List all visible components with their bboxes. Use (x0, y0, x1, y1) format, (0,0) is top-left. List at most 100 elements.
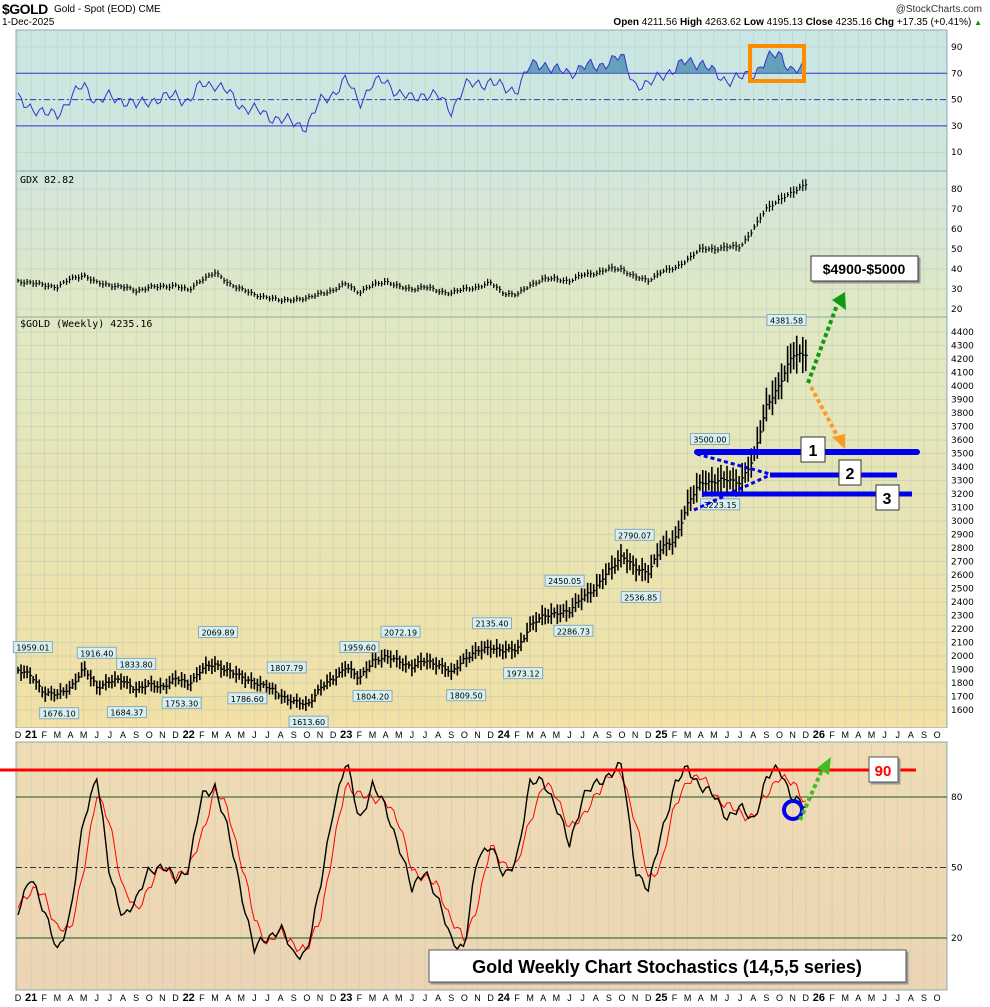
gdx-tick-label: 20 (951, 305, 963, 315)
date-axis-label: S (291, 993, 297, 1003)
pullback-arrowhead (832, 434, 845, 449)
gold-tick-label: 3600 (951, 436, 974, 446)
gold-tick-label: 3400 (951, 463, 974, 473)
date-axis-label: O (618, 993, 625, 1003)
date-axis-label: S (763, 993, 769, 1003)
date-axis-label: J (725, 730, 730, 740)
date-axis-label: J (410, 993, 415, 1003)
gold-tick-label: 4400 (951, 328, 974, 338)
date-axis-label: J (423, 730, 428, 740)
price-label-box (198, 626, 239, 639)
date-axis-label: D (803, 993, 810, 1003)
series-layer (16, 50, 947, 961)
gold-tick-label: 2200 (951, 625, 974, 635)
gold-tick-label: 1800 (951, 679, 974, 689)
date-axis-label: S (448, 730, 454, 740)
price-label-box (161, 696, 202, 709)
rsi-overbought-fill (605, 64, 609, 74)
stoch-highlight-circle (782, 799, 804, 821)
gold-tick-label: 1700 (951, 693, 974, 703)
date-axis-label: J (738, 730, 743, 740)
rsi-overbought-fill (769, 51, 773, 74)
rsi-overbought-fill (705, 67, 709, 74)
price-label: 1786.60 (231, 695, 264, 704)
date-axis-label: D (645, 993, 652, 1003)
date-axis-label: M (841, 993, 849, 1003)
date-axis-label: J (252, 730, 257, 740)
triangle-upper-line (696, 452, 771, 476)
date-axis-label: N (159, 730, 166, 740)
symbol: $GOLD (2, 1, 48, 17)
date-axis-label: M (868, 993, 876, 1003)
pullback-arrow (809, 386, 840, 438)
date-axis-label: J (580, 993, 585, 1003)
level-3-label: 3 (883, 491, 892, 508)
date-axis-label: N (474, 730, 481, 740)
rsi-tick-label: 70 (951, 69, 963, 79)
date-axis-label: J (410, 730, 415, 740)
price-label-box (446, 689, 487, 702)
date-axis-label: M (710, 730, 718, 740)
date-axis-label: A (750, 993, 756, 1003)
rsi-overbought-fill (681, 59, 685, 74)
target-box (810, 255, 919, 282)
rsi-overbought-fill (620, 54, 624, 74)
date-axis-label: N (632, 993, 639, 1003)
date-axis-label: A (750, 730, 756, 740)
date-axis-label: S (763, 730, 769, 740)
rsi-tick-label: 90 (951, 43, 963, 53)
stoch-k-line (17, 761, 806, 961)
price-label: 3223.15 (703, 501, 736, 510)
date-axis-label: J (265, 993, 270, 1003)
rsi-overbought-fill (530, 59, 534, 74)
date-axis-label: M (395, 730, 403, 740)
date-axis-label: F (829, 730, 835, 740)
price-label: 1753.30 (165, 699, 198, 708)
date-axis-label: 21 (25, 992, 37, 1004)
date-axis-label: D (172, 993, 179, 1003)
low-label: Low (743, 17, 764, 28)
price-label: 1613.60 (292, 718, 325, 727)
gold-tick-label: 2600 (951, 571, 974, 581)
date-axis-label: A (278, 993, 284, 1003)
date-axis-label: F (514, 730, 520, 740)
date-axis-label: 26 (813, 729, 825, 741)
date-axis-label: N (317, 730, 324, 740)
date-axis-label: J (567, 730, 572, 740)
date-axis-label: M (841, 730, 849, 740)
date-axis-label: J (895, 993, 900, 1003)
level-1-box (800, 436, 826, 463)
stoch-tick-label: 80 (951, 793, 963, 803)
gold-tick-label: 3900 (951, 396, 974, 406)
gold-tick-label: 1900 (951, 666, 974, 676)
date-axis-label: M (237, 993, 245, 1003)
date-axis-label: J (738, 993, 743, 1003)
date-axis-label: 24 (498, 992, 511, 1004)
date-axis-label: M (369, 730, 377, 740)
date-axis-label: O (934, 993, 941, 1003)
rsi-overbought-fill (790, 66, 794, 74)
date-axis-label: J (580, 730, 585, 740)
price-label: 1973.12 (507, 670, 540, 679)
date-axis-label: F (357, 730, 363, 740)
price-label: 2069.89 (201, 629, 234, 638)
date-axis-label: M (54, 993, 62, 1003)
price-labels: 1959.01 1676.10 1916.40 1684.37 1833.80 1753.… (12, 313, 807, 728)
date-axis-label: A (225, 993, 231, 1003)
price-label-box (766, 313, 807, 326)
date-axis-label: F (42, 730, 48, 740)
low-value: 4195.13 (766, 17, 803, 28)
stoch-caption: Gold Weekly Chart Stochastics (14,5,5 se… (472, 957, 862, 977)
date-axis-label: F (672, 730, 678, 740)
date-axis-label: J (882, 993, 887, 1003)
date-axis-label: A (383, 993, 389, 1003)
date-axis-label: D (645, 730, 652, 740)
gold-tick-label: 3800 (951, 409, 974, 419)
date-axis-label: D (172, 730, 179, 740)
rsi-overbought-fill (766, 51, 770, 74)
date-axis-label: F (514, 993, 520, 1003)
gold-tick-label: 2000 (951, 652, 974, 662)
brand-watermark: @StockCharts.com (895, 4, 982, 15)
open-label: Open (613, 17, 639, 28)
date-axis-label: M (237, 730, 245, 740)
